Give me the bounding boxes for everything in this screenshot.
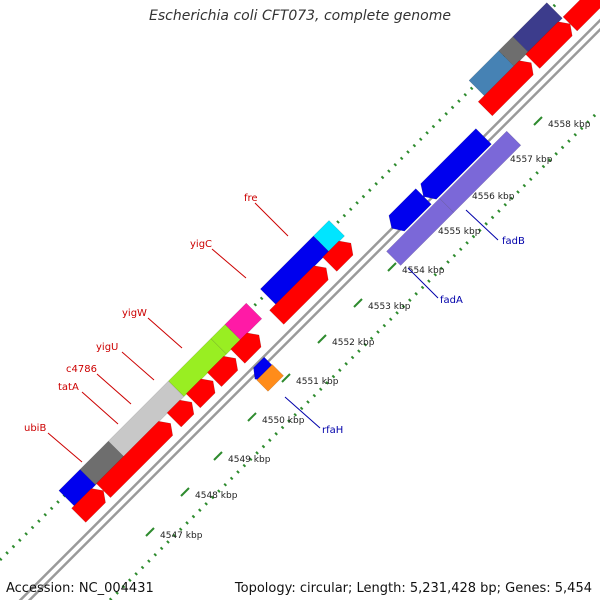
gene-label-c4786: c4786 — [66, 364, 97, 375]
gene-label-yigC: yigC — [190, 239, 212, 250]
gene-leader-line — [254, 202, 289, 237]
gene-reverse — [439, 130, 522, 213]
gene-label-tatA: tatA — [58, 382, 79, 393]
cds-red — [185, 378, 216, 409]
ruler-label: 4554 kbp — [402, 266, 445, 276]
gene-leader-line — [284, 396, 321, 429]
gene-label-rfaH: rfaH — [322, 425, 343, 436]
ruler-label: 4558 kbp — [548, 120, 591, 130]
topology-text: Topology: circular; Length: 5,231,428 bp… — [234, 581, 592, 596]
ruler-tick — [145, 527, 155, 537]
cds-red — [166, 399, 195, 428]
gene-block — [512, 2, 563, 53]
ruler-tick — [317, 334, 327, 344]
ruler-label: 4557 kbp — [510, 155, 553, 165]
cds-red — [269, 265, 329, 325]
gene-leader-line — [81, 391, 119, 425]
backbone-layer — [18, 18, 600, 600]
ruler-label: 4550 kbp — [262, 416, 305, 426]
gene-leader-line — [47, 432, 83, 463]
gene-reverse — [388, 188, 432, 232]
ruler-label: 4553 kbp — [368, 302, 411, 312]
cds-red — [322, 240, 354, 272]
ruler-label: 4551 kbp — [296, 377, 339, 387]
gene-leader-line — [96, 373, 132, 405]
inner-tick-line — [108, 108, 600, 600]
gene-reverse — [256, 364, 284, 392]
feature-layer — [58, 0, 600, 523]
cds-red — [477, 60, 534, 117]
ruler-tick — [533, 116, 543, 126]
ruler-label: 4552 kbp — [332, 338, 375, 348]
ruler-label: 4549 kbp — [228, 455, 271, 465]
gene-reverse — [420, 128, 492, 200]
cds-red — [562, 0, 600, 32]
gene-leader-line — [211, 248, 247, 279]
ruler-label: 4556 kbp — [472, 192, 515, 202]
ruler-tick — [387, 262, 397, 272]
gene-leader-line — [147, 317, 183, 349]
cds-red — [206, 355, 239, 388]
ruler-tick — [180, 487, 190, 497]
gene-label-fadA: fadA — [440, 295, 463, 306]
gene-leader-line — [121, 351, 155, 381]
ruler-label: 4555 kbp — [438, 227, 481, 237]
ruler-label: 4548 kbp — [195, 491, 238, 501]
gene-block — [313, 220, 345, 252]
ruler-label: 4547 kbp — [160, 531, 203, 541]
accession-text: Accession: NC_004431 — [6, 581, 154, 596]
ruler-tick — [213, 451, 223, 461]
backbone-gap — [22, 22, 600, 600]
ruler-tick — [281, 373, 291, 383]
ruler-tick — [247, 412, 257, 422]
gene-block — [224, 302, 263, 341]
label-layer: 4547 kbp 4548 kbp 4549 kbp 4550 kbp 4551 kbp… — [24, 120, 591, 541]
gene-label-fre: fre — [244, 193, 258, 204]
cds-red — [71, 488, 106, 523]
gene-label-ubiB: ubiB — [24, 423, 46, 434]
cds-red — [525, 21, 573, 69]
gene-label-yigU: yigU — [96, 342, 118, 353]
gene-label-fadB: fadB — [502, 236, 525, 247]
genome-title: Escherichia coli CFT073, complete genome — [149, 8, 451, 24]
gene-leader-line — [465, 209, 499, 241]
cds-red — [95, 421, 173, 499]
cds-red — [230, 332, 262, 364]
gene-label-yigW: yigW — [122, 308, 147, 319]
gene-leader-line — [407, 267, 439, 299]
ruler-tick — [353, 298, 363, 308]
